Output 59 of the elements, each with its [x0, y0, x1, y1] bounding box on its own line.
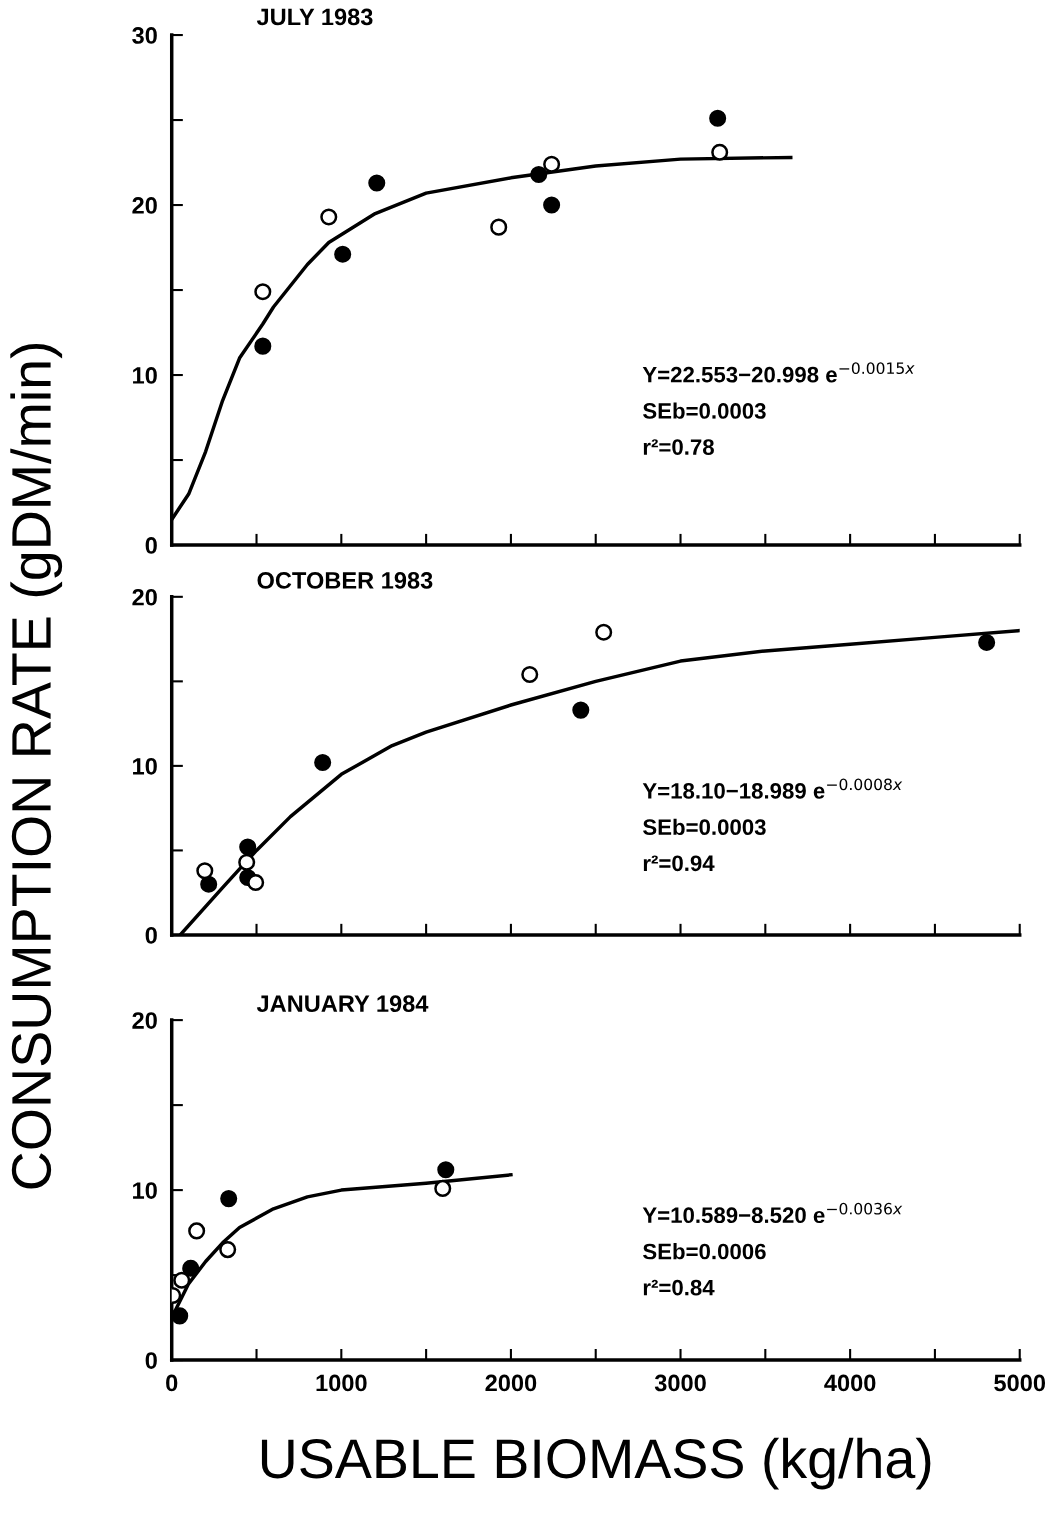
y-tick-label: 0	[145, 1352, 157, 1369]
y-tick-label: 20	[132, 588, 157, 606]
annotation: SEb=0.0006	[643, 1243, 766, 1260]
point	[368, 174, 386, 192]
point	[219, 1241, 237, 1259]
point	[173, 1271, 191, 1289]
y-axis-title: CONSUMPTION RATE (gDM/min)	[10, 343, 63, 1189]
annotation: SEb=0.0003	[643, 402, 766, 419]
point	[595, 623, 613, 641]
x-axis-title: USABLE BIOMASS (kg/ha)	[261, 1437, 931, 1490]
chart-title: JULY 1983	[256, 8, 373, 26]
point	[247, 874, 265, 892]
annotation: Y=22.553−20.998 e$^{−0.0015x}$	[642, 362, 915, 383]
point	[314, 753, 332, 772]
y-tick-label: 20	[132, 197, 157, 214]
point	[572, 701, 590, 719]
point	[530, 165, 548, 183]
point	[711, 143, 729, 161]
point	[188, 1222, 206, 1240]
x-tick-label: 5000	[994, 1374, 1046, 1392]
point	[978, 633, 996, 651]
annotation: r²=0.78	[643, 439, 714, 455]
point	[182, 1259, 200, 1277]
point	[434, 1179, 452, 1197]
point	[543, 155, 561, 173]
y-tick-label: 0	[145, 927, 157, 944]
point	[437, 1161, 455, 1179]
point	[709, 109, 727, 127]
x-tick-label: 4000	[824, 1374, 876, 1392]
point	[220, 1190, 238, 1208]
annotation: r²=0.94	[643, 855, 715, 872]
point	[171, 1307, 189, 1325]
point	[254, 337, 272, 355]
chart-title: OCTOBER 1983	[257, 572, 433, 589]
y-tick-label: 10	[133, 1182, 157, 1199]
annotation: SEb=0.0003	[643, 818, 766, 836]
point	[200, 875, 218, 893]
point	[320, 208, 338, 226]
x-tick-label: 3000	[654, 1374, 706, 1392]
y-tick-label: 20	[132, 1012, 157, 1029]
point	[239, 838, 257, 856]
y-tick-label: 10	[133, 367, 157, 384]
annotation: Y=10.589−8.520 e$^{−0.0036x}$	[642, 1202, 903, 1224]
point	[543, 196, 561, 214]
point	[254, 283, 272, 301]
annotation: r²=0.84	[643, 1279, 715, 1296]
point	[196, 862, 214, 880]
x-tick-label: 2000	[485, 1374, 537, 1392]
point	[521, 666, 539, 684]
chart-title: JANUARY 1984	[256, 995, 429, 1013]
annotation: Y=18.10−18.989 e$^{−0.0008x}$	[642, 778, 903, 799]
point	[490, 218, 508, 236]
y-tick-label: 0	[145, 537, 157, 554]
x-tick-label: 1000	[316, 1374, 367, 1392]
x-tick-label: 0	[166, 1374, 178, 1392]
y-tick-label: 10	[133, 757, 157, 775]
point	[334, 245, 352, 263]
point	[238, 853, 256, 871]
y-tick-label: 30	[132, 27, 157, 44]
